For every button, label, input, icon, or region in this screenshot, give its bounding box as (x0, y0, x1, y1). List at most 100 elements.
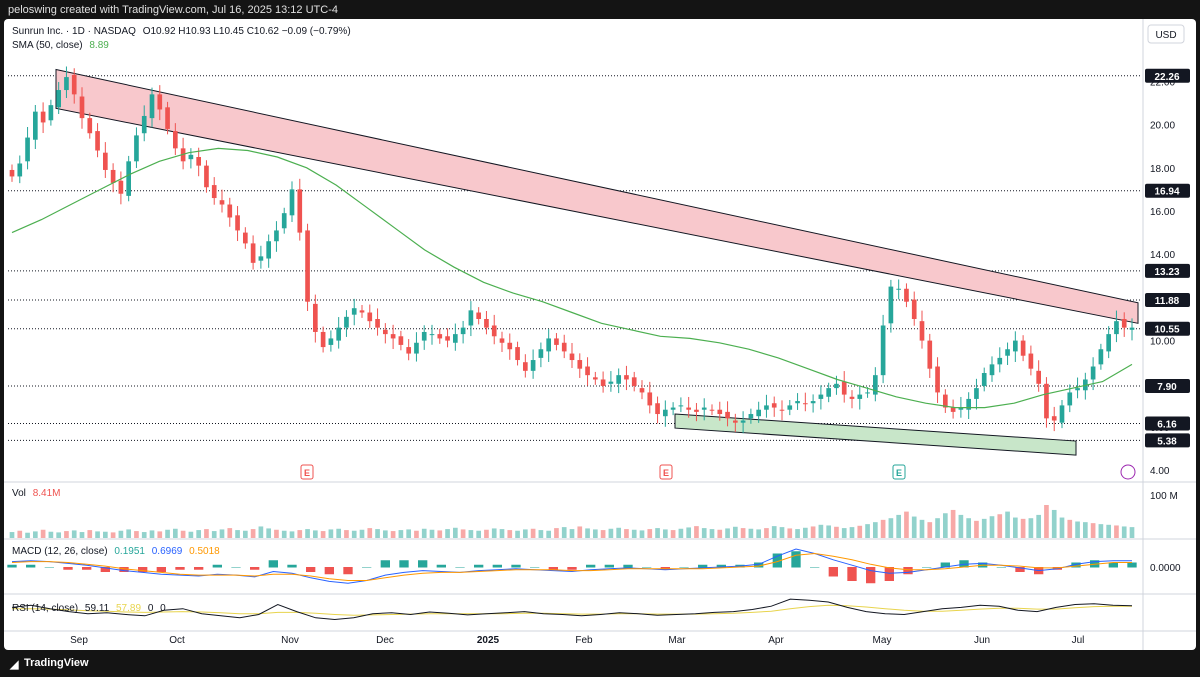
candle-body[interactable] (997, 357, 1003, 365)
candle-body[interactable] (1044, 383, 1049, 419)
candle-body[interactable] (243, 232, 248, 244)
candle-body[interactable] (709, 409, 715, 411)
candle-body[interactable] (880, 325, 886, 376)
candle-body[interactable] (1028, 353, 1034, 369)
candle-body[interactable] (344, 316, 349, 328)
candle-body[interactable] (1005, 349, 1010, 356)
candle-body[interactable] (204, 165, 209, 188)
candle-body[interactable] (87, 118, 93, 134)
sma-line[interactable] (11, 147, 1133, 409)
candle-body[interactable] (211, 185, 217, 199)
candle-body[interactable] (857, 394, 863, 399)
candle-body[interactable] (1121, 319, 1127, 328)
candle-body[interactable] (725, 411, 730, 419)
candle-body[interactable] (484, 319, 489, 328)
candle-body[interactable] (911, 299, 917, 319)
candle-body[interactable] (258, 256, 264, 261)
candle-body[interactable] (841, 381, 847, 395)
candle-body[interactable] (919, 321, 925, 341)
candle-body[interactable] (756, 409, 761, 417)
candle-body[interactable] (71, 74, 77, 95)
candle-body[interactable] (974, 388, 979, 399)
symbol-legend[interactable]: Sunrun Inc. · 1D · NASDAQ O10.92 H10.93 … (12, 26, 351, 37)
candle-body[interactable] (110, 169, 116, 183)
currency-button[interactable] (1147, 24, 1185, 44)
candle-body[interactable] (219, 200, 225, 205)
candle-body[interactable] (134, 135, 139, 162)
candle-body[interactable] (538, 349, 544, 358)
candle-body[interactable] (943, 394, 948, 408)
candle-body[interactable] (1059, 405, 1065, 423)
candle-body[interactable] (421, 331, 427, 341)
sma-legend[interactable]: SMA (50, close) 8.89 (12, 40, 109, 51)
candle-body[interactable] (639, 388, 645, 393)
candle-body[interactable] (359, 310, 365, 313)
rsi-legend[interactable]: RSI (14, close) 59.11 57.89 0 0 (12, 603, 166, 614)
rsi-line[interactable] (11, 598, 1133, 621)
candle-body[interactable] (1114, 321, 1119, 335)
candle-body[interactable] (274, 230, 279, 242)
candle-body[interactable] (927, 340, 933, 369)
candle-body[interactable] (336, 327, 341, 341)
candle-body[interactable] (173, 131, 178, 149)
candle-body[interactable] (585, 366, 590, 376)
candle-body[interactable] (1129, 327, 1135, 330)
candle-body[interactable] (663, 409, 668, 417)
candle-body[interactable] (289, 189, 295, 216)
candle-body[interactable] (631, 377, 637, 386)
candle-body[interactable] (779, 409, 785, 411)
candle-body[interactable] (803, 403, 808, 405)
split-event-icon[interactable] (1120, 464, 1136, 480)
candle-body[interactable] (118, 180, 124, 194)
candle-body[interactable] (149, 94, 155, 119)
candle-body[interactable] (281, 213, 287, 229)
candle-body[interactable] (305, 230, 310, 302)
candle-body[interactable] (670, 407, 676, 410)
candle-body[interactable] (981, 373, 987, 386)
candle-body[interactable] (1106, 334, 1111, 352)
candle-body[interactable] (1098, 349, 1104, 365)
candle-body[interactable] (546, 338, 551, 352)
candle-body[interactable] (989, 364, 995, 376)
candle-body[interactable] (717, 409, 723, 415)
candle-body[interactable] (507, 342, 513, 350)
candle-body[interactable] (414, 342, 419, 354)
candle-body[interactable] (165, 107, 170, 129)
candle-body[interactable] (351, 308, 357, 315)
candle-body[interactable] (577, 360, 583, 369)
candle-body[interactable] (375, 319, 380, 328)
candle-body[interactable] (1075, 388, 1080, 391)
candle-body[interactable] (686, 407, 691, 410)
earnings-marker[interactable] (659, 464, 673, 480)
chart-canvas[interactable]: USD4.006.008.0010.0012.0014.0016.0018.00… (4, 19, 1196, 650)
candle-body[interactable] (1036, 370, 1041, 384)
symbol-title[interactable]: Sunrun Inc. · 1D · NASDAQ (12, 26, 136, 37)
candle-body[interactable] (141, 115, 147, 134)
candle-body[interactable] (834, 383, 839, 389)
candle-body[interactable] (157, 94, 163, 110)
chart-panel[interactable]: USD4.006.008.0010.0012.0014.0016.0018.00… (4, 19, 1196, 650)
candle-body[interactable] (616, 375, 621, 384)
candle-body[interactable] (554, 338, 559, 345)
candle-body[interactable] (499, 338, 505, 343)
candle-body[interactable] (460, 327, 466, 335)
candle-body[interactable] (701, 407, 707, 410)
candle-body[interactable] (1013, 340, 1018, 352)
candle-body[interactable] (64, 77, 69, 91)
candle-body[interactable] (437, 334, 443, 339)
candle-body[interactable] (958, 407, 964, 410)
candle-body[interactable] (647, 392, 653, 406)
earnings-marker[interactable] (300, 464, 314, 480)
candle-body[interactable] (771, 403, 777, 408)
candle-body[interactable] (748, 414, 754, 419)
candle-body[interactable] (1067, 392, 1073, 406)
candle-body[interactable] (904, 288, 909, 302)
candle-body[interactable] (935, 366, 940, 393)
candle-body[interactable] (79, 96, 85, 119)
earnings-marker[interactable] (892, 464, 906, 480)
candle-body[interactable] (313, 303, 318, 332)
macd-label[interactable]: MACD (12, 26, close) (12, 546, 108, 557)
candle-body[interactable] (227, 204, 233, 218)
candle-body[interactable] (196, 157, 201, 166)
candle-body[interactable] (694, 409, 699, 412)
